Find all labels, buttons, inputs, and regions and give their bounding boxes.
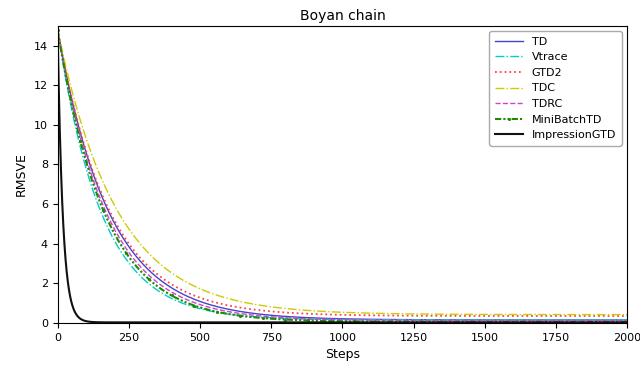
MiniBatchTD [266,316,273,321]
Y-axis label: RMSVE: RMSVE [15,152,28,196]
Line: Vtrace: Vtrace [58,30,627,320]
MiniBatchTD [623,320,631,324]
TDC [104,191,112,196]
TD [522,318,530,322]
TD [84,157,92,162]
Vtrace [623,318,631,322]
TDRC [104,215,112,219]
ImpressionGTD [67,295,74,300]
ImpressionGTD [84,319,92,324]
GTD2 [84,156,92,160]
TDC [84,143,92,147]
Title: Boyan chain: Boyan chain [300,9,385,23]
Line: MiniBatchTD: MiniBatchTD [56,28,629,324]
MiniBatchTD [67,97,74,101]
ImpressionGTD [523,320,531,324]
ImpressionGTD [104,320,112,324]
GTD2 [623,314,631,318]
MiniBatchTD [522,320,530,324]
TDC [67,83,74,87]
TD [266,313,273,317]
Line: ImpressionGTD: ImpressionGTD [58,30,627,322]
Line: GTD2: GTD2 [58,30,627,316]
TDRC [623,319,631,323]
ImpressionGTD [623,320,631,324]
MiniBatchTD [54,28,61,32]
GTD2 [522,314,530,318]
TD [67,91,74,95]
ImpressionGTD [396,320,404,324]
GTD2 [266,309,273,313]
ImpressionGTD [54,28,61,32]
TDRC [522,318,530,323]
TDRC [396,318,404,323]
GTD2 [396,313,404,318]
TDRC [266,315,273,319]
Line: TDRC: TDRC [58,30,627,321]
Line: TDC: TDC [58,30,627,315]
ImpressionGTD [266,320,273,324]
Vtrace [396,318,404,322]
MiniBatchTD [396,320,404,324]
TD [623,318,631,322]
TDC [266,304,273,309]
Vtrace [54,28,61,32]
TDRC [54,28,61,32]
Vtrace [104,226,112,231]
TDRC [67,94,74,99]
GTD2 [54,28,61,32]
TD [396,317,404,322]
Vtrace [266,316,273,320]
MiniBatchTD [104,219,112,224]
TDC [396,312,404,316]
TDC [54,28,61,32]
Vtrace [84,174,92,178]
GTD2 [67,90,74,95]
ImpressionGTD [280,320,287,324]
Vtrace [67,101,74,105]
Vtrace [522,318,530,322]
Legend: TD, Vtrace, GTD2, TDC, TDRC, MiniBatchTD, ImpressionGTD: TD, Vtrace, GTD2, TDC, TDRC, MiniBatchTD… [490,31,621,146]
TDC [522,312,530,317]
Line: TD: TD [58,30,627,320]
GTD2 [104,206,112,211]
TD [104,209,112,213]
X-axis label: Steps: Steps [325,348,360,361]
TDRC [84,163,92,167]
TD [54,28,61,32]
MiniBatchTD [84,167,92,171]
TDC [623,312,631,317]
